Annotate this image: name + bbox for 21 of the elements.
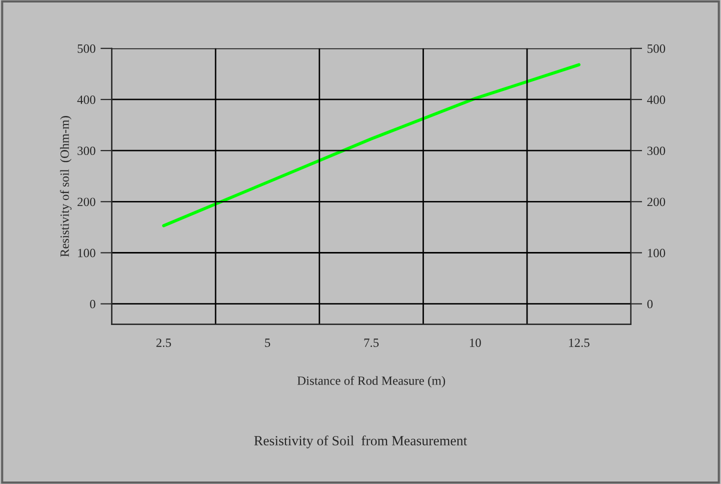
y-tick-label: 200 bbox=[78, 198, 96, 206]
x-axis-title: Distance of Rod Measure (m) bbox=[297, 376, 446, 388]
y-tick-label: 100 bbox=[78, 248, 96, 258]
y-tick-label: 400 bbox=[77, 96, 96, 104]
y-tick-label: 500 bbox=[78, 44, 96, 53]
y2-tick-label: 200 bbox=[647, 198, 666, 206]
y-tick-label: 0 bbox=[90, 300, 96, 308]
y2-tick-label: 400 bbox=[647, 96, 666, 104]
text: Resistivity of Soil from Measurement bbox=[254, 436, 468, 448]
x-tick-label: 10 bbox=[470, 338, 481, 347]
y2-tick-label: 100 bbox=[648, 248, 666, 258]
y-axis-title: Resistivity of soil (Ohm-m) bbox=[60, 116, 72, 257]
x-tick-label: 5 bbox=[265, 338, 270, 347]
y2-tick-label: 300 bbox=[647, 146, 666, 156]
x-tick-label: 7.5 bbox=[364, 338, 379, 348]
line-series bbox=[162, 63, 580, 228]
y-tick-label: 300 bbox=[78, 146, 96, 156]
y2-tick-label: 0 bbox=[647, 300, 653, 308]
y2-tick-label: 500 bbox=[648, 44, 666, 53]
x-tick-label: 2.5 bbox=[156, 338, 171, 348]
x-tick-label: 12.5 bbox=[569, 338, 590, 348]
